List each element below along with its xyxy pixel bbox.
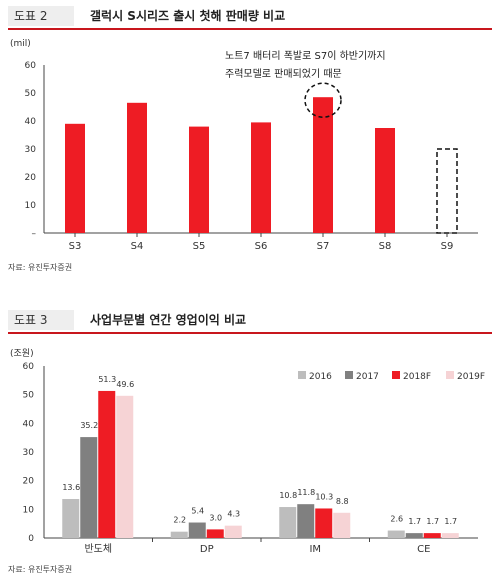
data-label: 1.7 xyxy=(444,517,457,526)
bar-s6 xyxy=(251,122,271,233)
y-tick-label: 20 xyxy=(23,477,35,487)
x-tick-label: S3 xyxy=(69,241,82,252)
x-tick-label: S8 xyxy=(379,241,392,252)
figure3-header: 도표 3 사업부문별 연간 영업이익 비교 xyxy=(8,308,492,334)
bar-2016 xyxy=(387,530,405,538)
bar-s3 xyxy=(65,123,85,233)
bar-2019f xyxy=(333,512,351,538)
y-tick-label: 60 xyxy=(25,61,37,71)
legend-swatch-2018f xyxy=(392,371,400,379)
data-label: 4.3 xyxy=(227,510,240,519)
bar-s4 xyxy=(127,102,147,233)
x-tick-label: IM xyxy=(309,544,321,555)
data-label: 2.2 xyxy=(173,516,186,525)
y-tick-label: 40 xyxy=(23,419,35,429)
legend-swatch-2019f xyxy=(446,371,454,379)
data-label: 11.8 xyxy=(297,488,315,497)
x-tick-label: S4 xyxy=(131,241,144,252)
bar-s8 xyxy=(375,128,395,233)
y-tick-label: 40 xyxy=(25,117,37,127)
data-label: 49.6 xyxy=(116,380,134,389)
figure3-number: 도표 3 xyxy=(8,310,74,330)
profit-chart: (조원) 0 10 20 30 40 50 60 13.6 35.2 51.349.6 반도체 2.2 5… xyxy=(10,348,485,555)
bar-2016 xyxy=(170,531,188,538)
highlight-circle xyxy=(304,82,342,118)
annotation-line: 주력모델로 판매되었기 때문 xyxy=(225,68,342,80)
x-tick-label: DP xyxy=(200,544,214,555)
data-label: 10.8 xyxy=(279,491,297,500)
data-label: 5.4 xyxy=(191,507,204,516)
bar-2017 xyxy=(80,437,98,538)
legend-label: 2016 xyxy=(309,372,332,382)
x-tick-label: S6 xyxy=(255,241,268,252)
y-tick-label: – xyxy=(32,229,37,239)
bar-2016 xyxy=(62,499,80,538)
bar-2017 xyxy=(297,504,315,538)
bar-2017 xyxy=(405,533,423,538)
data-label: 35.2 xyxy=(80,421,98,430)
x-tick-label: 반도체 xyxy=(84,543,112,555)
figure2-number: 도표 2 xyxy=(8,6,74,26)
data-label: 13.6 xyxy=(62,483,80,492)
bar-2019f xyxy=(224,525,242,538)
bar-s7 xyxy=(313,97,333,233)
bar-2017 xyxy=(188,522,206,538)
bar-2016 xyxy=(279,507,297,538)
data-label: 10.3 xyxy=(315,492,333,501)
data-label: 2.6 xyxy=(390,515,403,524)
y-tick-label: 0 xyxy=(28,534,34,544)
legend-swatch-2016 xyxy=(298,371,306,379)
data-label: 51.3 xyxy=(98,375,116,384)
bar-2018f xyxy=(423,533,441,538)
data-label: 3.0 xyxy=(209,513,222,522)
y-tick-label: 30 xyxy=(25,145,37,155)
bar-2018f xyxy=(206,529,224,538)
legend-label: 2017 xyxy=(356,372,379,382)
x-tick-label: S9 xyxy=(441,241,454,252)
y-tick-label: 60 xyxy=(23,362,35,372)
figure3-title: 사업부문별 연간 영업이익 비교 xyxy=(90,313,247,327)
annotation-line: 노트7 배터리 폭발로 S7이 하반기까지 xyxy=(225,49,386,62)
figure2-header: 도표 2 갤럭시 S시리즈 출시 첫해 판매량 비교 xyxy=(8,4,492,30)
data-label: 8.8 xyxy=(336,497,349,506)
figure2-source: 자료: 유진투자증권 xyxy=(8,263,73,272)
legend-label: 2019F xyxy=(457,372,485,382)
y-tick-label: 30 xyxy=(23,448,35,458)
y-tick-label: 20 xyxy=(25,173,37,183)
y-axis-unit: (mil) xyxy=(10,39,31,49)
figure2-title: 갤럭시 S시리즈 출시 첫해 판매량 비교 xyxy=(90,9,286,23)
y-tick-label: 50 xyxy=(23,391,35,401)
bar-s9-placeholder xyxy=(436,148,458,234)
y-axis-unit: (조원) xyxy=(10,348,34,359)
data-label: 1.7 xyxy=(408,517,421,526)
bar-2018f xyxy=(315,508,333,538)
x-tick-label: S5 xyxy=(193,241,206,252)
bar-2019f xyxy=(116,395,134,538)
bar-s5 xyxy=(189,126,209,233)
legend-label: 2018F xyxy=(403,372,431,382)
legend-swatch-2017 xyxy=(345,371,353,379)
y-tick-label: 10 xyxy=(25,201,37,211)
y-tick-label: 10 xyxy=(23,505,35,515)
bar-2019f xyxy=(441,533,459,538)
x-tick-label: CE xyxy=(417,544,430,555)
y-tick-label: 50 xyxy=(25,89,37,99)
data-label: 1.7 xyxy=(426,517,439,526)
sales-chart: (mil) – 10 20 30 40 50 60 S3 S4 S5 S6 S7 S8 S9 노트7 배터리 … xyxy=(10,39,478,252)
bar-2018f xyxy=(98,390,116,538)
x-tick-label: S7 xyxy=(317,241,330,252)
figure3-source: 자료: 유진투자증권 xyxy=(8,565,73,574)
